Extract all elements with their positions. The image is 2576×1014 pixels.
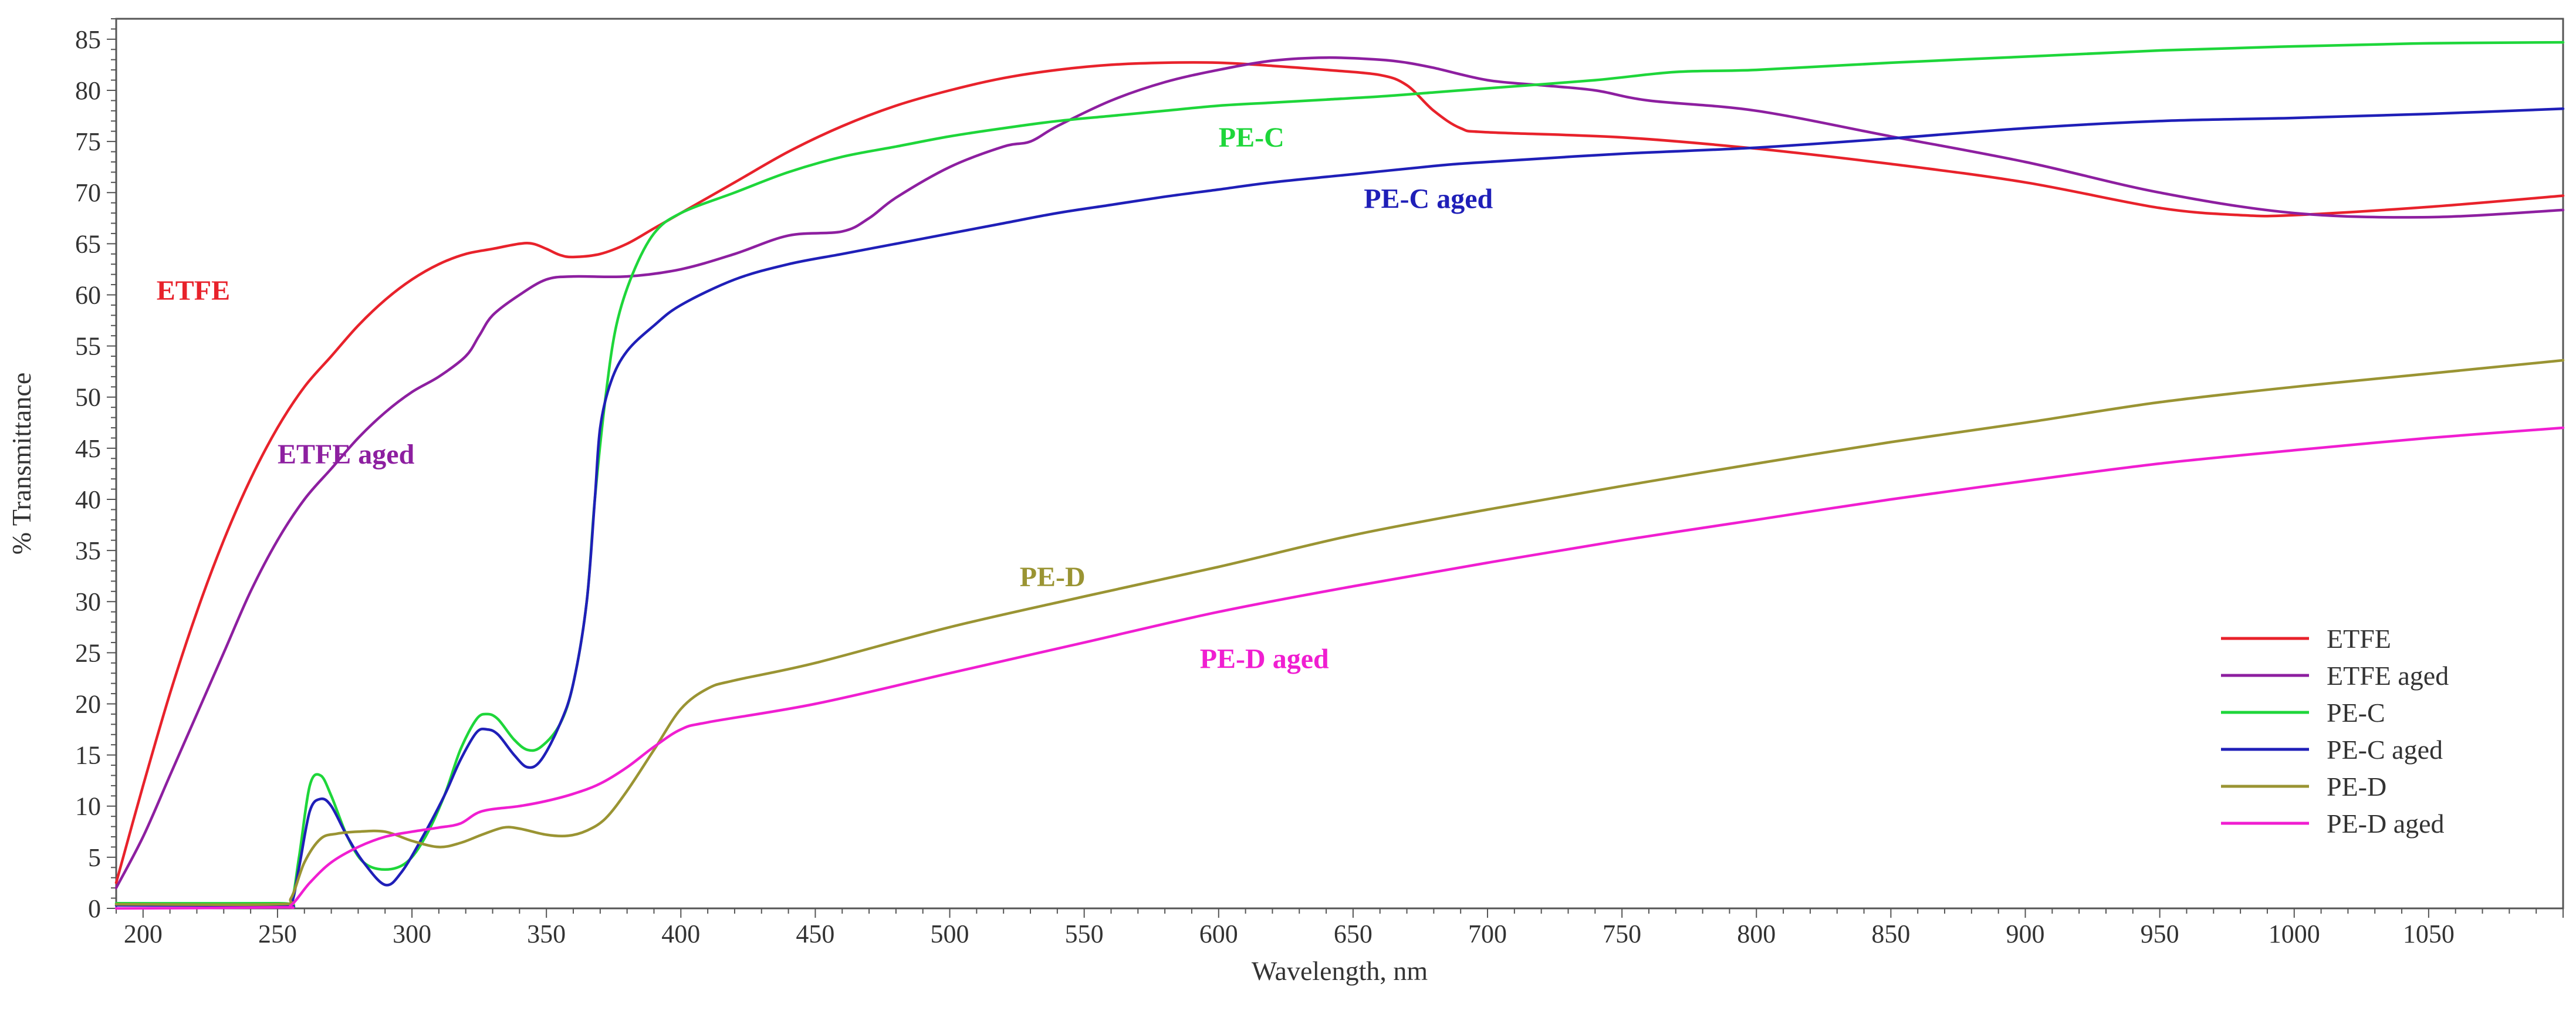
x-tick-label: 700: [1468, 920, 1507, 948]
series-label-etfe: ETFE: [157, 275, 230, 306]
legend-label-pe-c-aged: PE-C aged: [2327, 735, 2443, 765]
y-axis: 0 5 10 15 20 25 30 35 40 45 50 55 60 65 70 75 80 85: [75, 18, 116, 923]
x-tick-label: 950: [2141, 920, 2179, 948]
legend-label-pe-c: PE-C: [2327, 698, 2385, 728]
series-label-pe-d-aged: PE-D aged: [1200, 644, 1329, 675]
y-axis-title: % Transmittance: [6, 373, 36, 555]
x-axis: 200 250 300 350 400 450 500 550 600 650 700 750 800 8…: [116, 908, 2564, 948]
y-tick-label: 60: [75, 280, 101, 309]
x-tick-label: 850: [1871, 920, 1910, 948]
plot-border: [115, 18, 2564, 910]
series-labels: ETFE ETFE aged PE-C PE-C aged PE-D PE-D aged: [157, 122, 1493, 675]
legend: ETFE ETFE aged PE-C PE-C aged PE-D PE-D aged: [2221, 624, 2449, 839]
series-lines: [114, 40, 2565, 910]
y-tick-label: 35: [75, 536, 101, 565]
y-tick-label: 80: [75, 76, 101, 105]
y-tick-label: 15: [75, 741, 101, 770]
series-line-pe-d: [114, 359, 2565, 907]
x-tick-label: 400: [661, 920, 700, 948]
series-line-pe-c: [114, 40, 2565, 907]
x-tick-label: 300: [393, 920, 431, 948]
x-tick-label: 1050: [2403, 920, 2455, 948]
y-tick-label: 5: [88, 843, 101, 872]
series-line-pe-c-aged: [114, 107, 2565, 909]
x-tick-label: 250: [258, 920, 297, 948]
y-tick-label: 10: [75, 792, 101, 821]
x-tick-label: 650: [1334, 920, 1372, 948]
y-tick-label: 50: [75, 383, 101, 412]
y-tick-label: 75: [75, 127, 101, 156]
y-tick-label: 70: [75, 178, 101, 207]
legend-label-pe-d: PE-D: [2327, 772, 2386, 802]
x-tick-label: 350: [527, 920, 566, 948]
x-tick-label: 800: [1737, 920, 1776, 948]
x-tick-label: 900: [2006, 920, 2045, 948]
x-tick-label: 550: [1065, 920, 1104, 948]
x-tick-label: 500: [931, 920, 969, 948]
legend-label-pe-d-aged: PE-D aged: [2327, 809, 2445, 839]
series-label-pe-c: PE-C: [1219, 122, 1284, 153]
series-label-etfe-aged: ETFE aged: [278, 439, 415, 470]
x-tick-label: 200: [124, 920, 163, 948]
y-tick-label: 55: [75, 332, 101, 361]
legend-label-etfe-aged: ETFE aged: [2327, 661, 2449, 691]
x-axis-title: Wavelength, nm: [1252, 956, 1428, 986]
series-line-pe-d-aged: [114, 426, 2565, 910]
x-tick-label: 450: [796, 920, 834, 948]
y-tick-label: 20: [75, 689, 101, 718]
series-line-etfe: [114, 61, 2565, 884]
series-label-pe-d: PE-D: [1020, 562, 1086, 593]
y-tick-label: 0: [88, 894, 101, 923]
legend-label-etfe: ETFE: [2327, 624, 2391, 654]
x-tick-label: 600: [1199, 920, 1238, 948]
y-tick-label: 40: [75, 485, 101, 514]
y-tick-label: 25: [75, 638, 101, 667]
x-tick-label: 750: [1603, 920, 1641, 948]
series-line-etfe-aged: [114, 56, 2565, 890]
y-tick-label: 85: [75, 25, 101, 54]
y-tick-label: 30: [75, 587, 101, 616]
x-tick-label: 1000: [2269, 920, 2320, 948]
plot-frame: [115, 18, 2564, 910]
series-label-pe-c-aged: PE-C aged: [1364, 183, 1493, 214]
y-tick-label: 65: [75, 229, 101, 258]
y-tick-label: 45: [75, 434, 101, 463]
